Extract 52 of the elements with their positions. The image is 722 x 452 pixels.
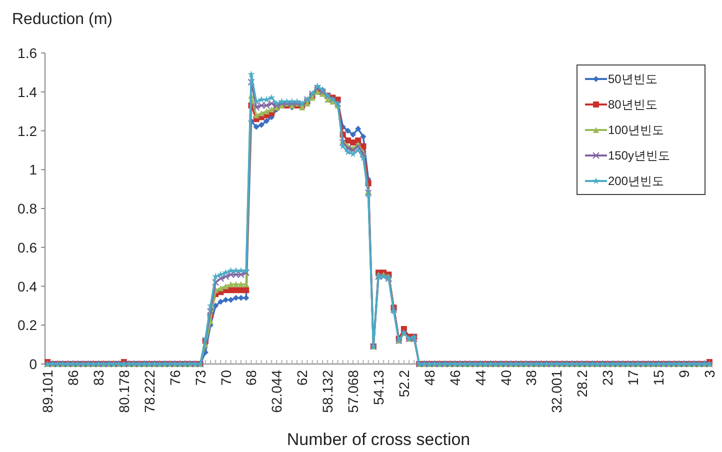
point — [253, 124, 260, 130]
legend-label: 200년빈도 — [608, 174, 664, 188]
y-tick-label: 0.4 — [18, 278, 38, 294]
x-axis-title: Number of cross section — [286, 430, 470, 449]
x-tick-label: 46 — [446, 370, 463, 386]
point — [263, 118, 270, 124]
x-tick-label: 48 — [421, 370, 438, 386]
y-axis-title: Reduction (m) — [12, 11, 112, 28]
point — [232, 294, 239, 301]
x-tick-label: 3 — [701, 370, 718, 378]
y-tick-label: 0.6 — [18, 239, 38, 256]
x-tick-label: 32.001 — [548, 370, 565, 413]
legend-label: 100년빈도 — [608, 123, 664, 137]
x-tick-label: 62 — [294, 370, 310, 386]
x-tick-label: 78.222 — [141, 370, 158, 413]
x-tick-label: 57.068 — [345, 370, 362, 413]
x-tick-label: 89.101 — [40, 370, 56, 413]
x-tick-label: 44 — [472, 370, 488, 386]
x-tick-label: 80.178 — [116, 370, 132, 413]
point — [355, 126, 362, 132]
x-tick-label: 54.13 — [370, 370, 386, 406]
y-tick-label: 1.6 — [18, 45, 38, 61]
x-tick-label: 38 — [523, 370, 540, 386]
legend-label: 80년빈도 — [608, 98, 658, 112]
x-tick-label: 62.044 — [268, 370, 285, 413]
x-tick-label: 28.2 — [574, 370, 590, 398]
legend-label: 150y년빈도 — [608, 148, 670, 162]
y-tick-label: 0.2 — [18, 317, 38, 334]
point — [360, 134, 366, 140]
x-tick-label: 40 — [498, 370, 514, 386]
y-tick-label: 1.4 — [18, 84, 38, 100]
legend-label: 50년빈도 — [608, 72, 658, 86]
x-tick-label: 86 — [65, 370, 82, 386]
x-tick-label: 9 — [676, 370, 692, 378]
x-tick-label: 73 — [192, 370, 208, 386]
point — [344, 128, 351, 134]
y-tick-label: 1 — [29, 162, 38, 178]
x-tick-label: 83 — [90, 370, 106, 386]
point — [258, 122, 264, 128]
x-tick-label: 15 — [650, 370, 667, 386]
x-tick-label: 23 — [600, 370, 616, 386]
x-tick-label: 76 — [166, 370, 183, 386]
x-tick-label: 68 — [243, 370, 260, 386]
x-tick-label: 58.132 — [320, 370, 336, 413]
y-tick-label: 0 — [29, 356, 38, 372]
point — [218, 298, 224, 305]
x-tick-label: 70 — [218, 370, 234, 386]
point — [350, 132, 356, 138]
x-tick-label: 52.2 — [396, 370, 412, 398]
y-tick-label: 1.2 — [18, 122, 38, 139]
y-tick-label: 0.8 — [18, 200, 38, 216]
x-tick-label: 17 — [625, 370, 642, 386]
